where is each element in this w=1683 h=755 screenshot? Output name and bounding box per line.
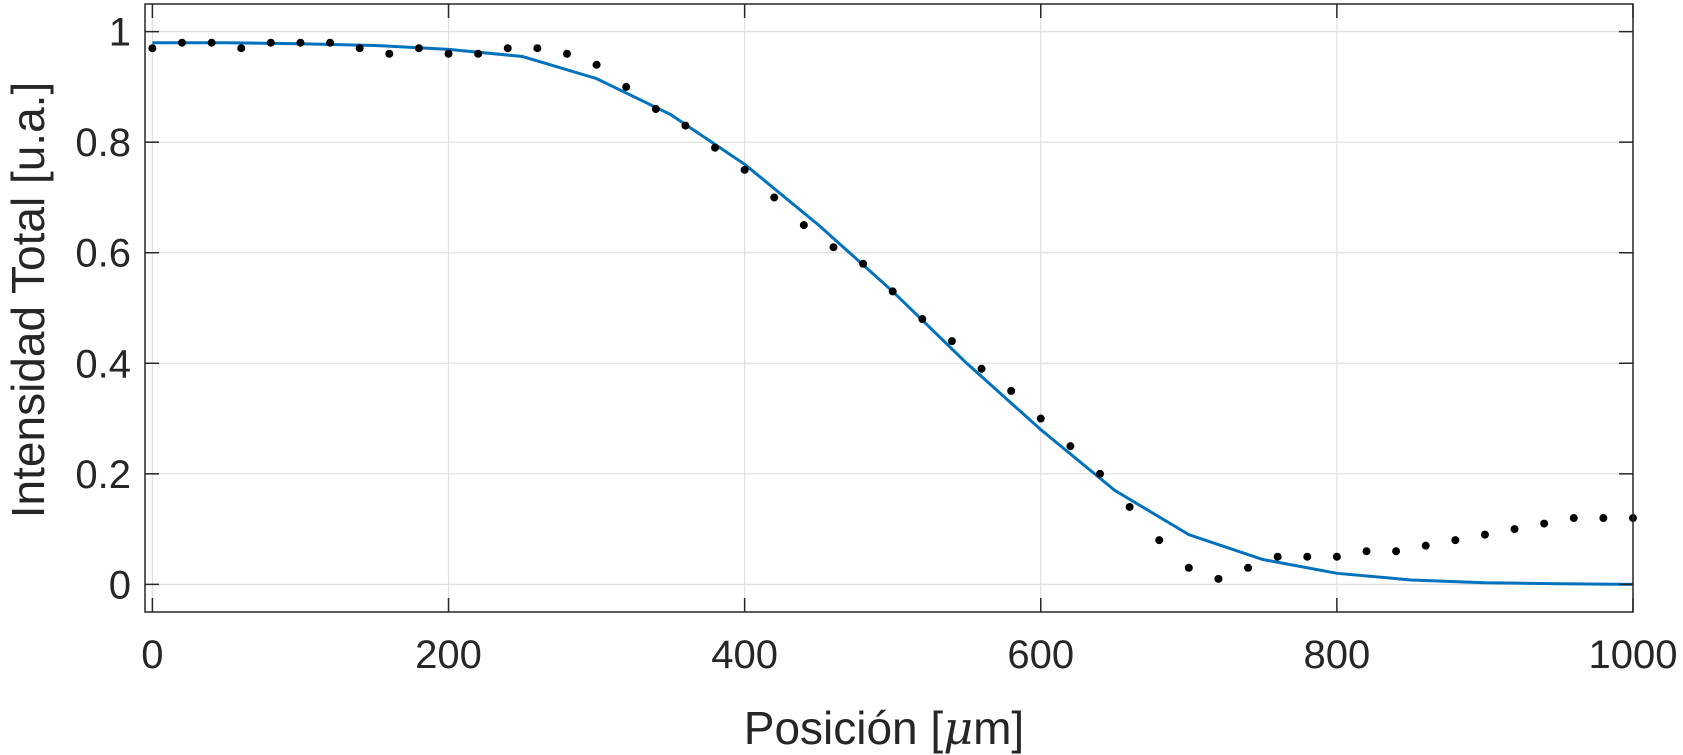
data-point: [1510, 525, 1519, 534]
fit-curve: [152, 41, 1634, 586]
data-point: [237, 44, 246, 53]
data-point: [207, 38, 216, 47]
data-point: [414, 44, 423, 53]
data-point: [444, 49, 453, 58]
x-tick-label: 600: [1007, 633, 1074, 677]
axes-box: [144, 3, 1634, 613]
data-points: [148, 38, 1637, 583]
data-point: [711, 143, 720, 152]
data-point: [977, 364, 986, 373]
data-point: [562, 49, 571, 58]
data-point: [1155, 536, 1164, 545]
data-point: [1332, 552, 1341, 561]
data-point: [918, 315, 927, 324]
data-point: [1184, 563, 1193, 572]
data-point: [1007, 386, 1016, 395]
data-point: [1066, 442, 1075, 451]
y-axis-label: Intensidad Total [u.a.]: [2, 82, 54, 518]
data-point: [533, 44, 542, 53]
data-point: [326, 38, 335, 47]
y-tick-label: 0.8: [75, 121, 131, 165]
x-axis-label-end: m]: [973, 702, 1024, 754]
data-point: [503, 44, 512, 53]
data-point: [1392, 547, 1401, 556]
data-point: [474, 49, 483, 58]
data-point: [1362, 547, 1371, 556]
data-point: [1036, 414, 1045, 423]
y-tick-label: 0.2: [75, 453, 131, 497]
data-point: [1214, 574, 1223, 583]
x-axis-label: Posición [μm]: [744, 701, 1024, 755]
data-point: [1303, 552, 1312, 561]
data-point: [1480, 530, 1489, 539]
y-tick-labels: 0 0.2 0.4 0.6 0.8 1: [75, 11, 131, 608]
data-point: [148, 44, 157, 53]
x-tick-label: 1000: [1589, 633, 1678, 677]
y-tick-label: 0: [109, 563, 131, 607]
data-point: [592, 60, 601, 69]
data-point: [622, 82, 631, 91]
y-tick-label: 0.6: [75, 232, 131, 276]
data-point: [859, 259, 868, 268]
data-point: [1451, 536, 1460, 545]
x-tick-label: 0: [141, 633, 163, 677]
data-point: [296, 38, 305, 47]
x-axis-label-main: Posición [: [744, 702, 944, 754]
data-point: [740, 165, 749, 174]
data-point: [651, 105, 660, 114]
data-point: [355, 44, 364, 53]
data-point: [178, 38, 187, 47]
grid-lines: [145, 4, 1634, 612]
data-point: [1421, 541, 1430, 550]
x-tick-labels: 0 200 400 600 800 1000: [141, 633, 1677, 677]
data-point: [1125, 502, 1134, 511]
data-point: [266, 38, 275, 47]
x-tick-label: 800: [1304, 633, 1371, 677]
data-point: [385, 49, 394, 58]
data-point: [829, 243, 838, 252]
data-point: [1569, 514, 1578, 523]
data-point: [1244, 563, 1253, 572]
data-point: [1599, 514, 1608, 523]
x-tick-label: 200: [415, 633, 482, 677]
data-point: [1095, 469, 1104, 478]
data-point: [799, 221, 808, 230]
data-point: [1540, 519, 1549, 528]
data-point: [770, 193, 779, 202]
data-point: [681, 121, 690, 130]
data-point: [1273, 552, 1282, 561]
y-tick-label: 1: [109, 11, 131, 55]
ticks: [145, 4, 1634, 612]
y-tick-label: 0.4: [75, 342, 131, 386]
fit-line: [152, 41, 1634, 586]
x-tick-label: 400: [711, 633, 778, 677]
x-axis-label-mu: μ: [943, 701, 973, 755]
data-point: [888, 287, 897, 296]
data-point: [947, 337, 956, 346]
